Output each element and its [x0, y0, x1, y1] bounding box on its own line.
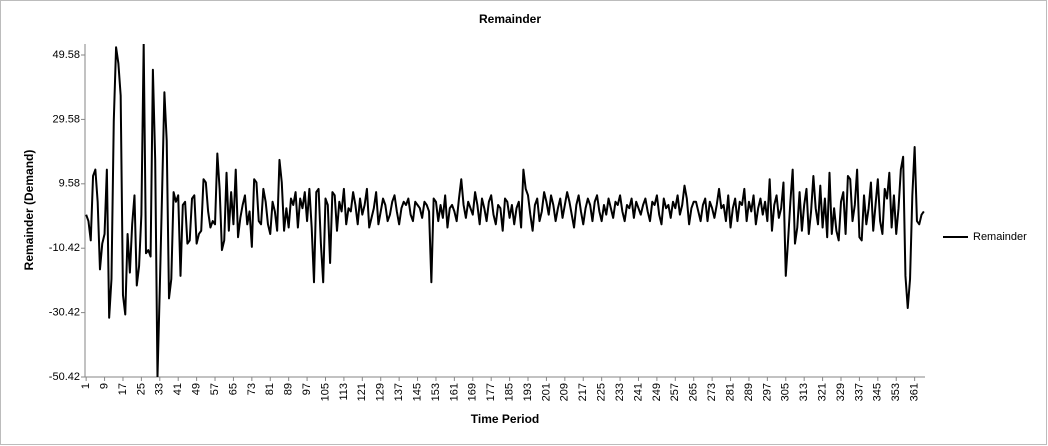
x-axis-title: Time Period	[471, 412, 539, 426]
x-tick-label: 145	[411, 383, 423, 401]
x-tick-label: 337	[853, 383, 865, 401]
x-tick-label: 249	[651, 383, 663, 401]
x-tick-label: 361	[909, 383, 921, 401]
x-tick-label: 25	[135, 383, 147, 395]
x-tick-label: 169	[467, 383, 479, 401]
x-tick-label: 89	[283, 383, 295, 395]
x-tick-label: 73	[246, 383, 258, 395]
x-tick-label: 281	[724, 383, 736, 401]
x-tick-label: 193	[522, 383, 534, 401]
x-tick-label: 81	[264, 383, 276, 395]
x-tick-label: 105	[319, 383, 331, 401]
x-tick-label: 113	[338, 383, 350, 401]
y-tick-label: 9.58	[59, 178, 80, 190]
x-tick-label: 129	[375, 383, 387, 401]
legend-label: Remainder	[973, 231, 1027, 243]
x-tick-label: 97	[301, 383, 313, 395]
x-tick-label: 49	[191, 383, 203, 395]
x-tick-label: 313	[798, 383, 810, 401]
x-tick-label: 57	[209, 383, 221, 395]
x-tick-label: 345	[872, 383, 884, 401]
y-tick-label: -30.42	[49, 307, 80, 319]
x-tick-label: 289	[743, 383, 755, 401]
x-tick-label: 1	[80, 383, 92, 389]
x-tick-label: 273	[706, 383, 718, 401]
x-tick-label: 121	[356, 383, 368, 401]
x-tick-label: 321	[816, 383, 828, 401]
y-tick-label: -50.42	[49, 371, 80, 383]
x-tick-label: 177	[485, 383, 497, 401]
x-tick-label: 17	[117, 383, 129, 395]
x-tick-label: 153	[430, 383, 442, 401]
y-tick-label: 29.58	[52, 113, 80, 125]
x-tick-label: 137	[393, 383, 405, 401]
x-tick-label: 9	[98, 383, 110, 389]
series-line	[85, 44, 925, 377]
y-tick-label: 49.58	[52, 49, 80, 61]
y-tick-label: -10.42	[49, 242, 80, 254]
x-tick-label: 233	[614, 383, 626, 401]
x-tick-label: 65	[227, 383, 239, 395]
x-tick-label: 305	[780, 383, 792, 401]
x-tick-label: 217	[577, 383, 589, 401]
x-tick-label: 185	[504, 383, 516, 401]
x-tick-label: 41	[172, 383, 184, 395]
chart-title: Remainder	[479, 12, 541, 26]
x-tick-label: 225	[596, 383, 608, 401]
x-tick-label: 209	[559, 383, 571, 401]
x-tick-label: 33	[154, 383, 166, 395]
x-tick-label: 201	[540, 383, 552, 401]
x-tick-label: 241	[632, 383, 644, 401]
x-tick-label: 353	[890, 383, 902, 401]
x-tick-label: 257	[669, 383, 681, 401]
y-axis-title: Remainder (Demand)	[22, 150, 36, 271]
x-tick-label: 161	[448, 383, 460, 401]
x-tick-label: 329	[835, 383, 847, 401]
x-tick-label: 265	[688, 383, 700, 401]
x-tick-label: 297	[761, 383, 773, 401]
